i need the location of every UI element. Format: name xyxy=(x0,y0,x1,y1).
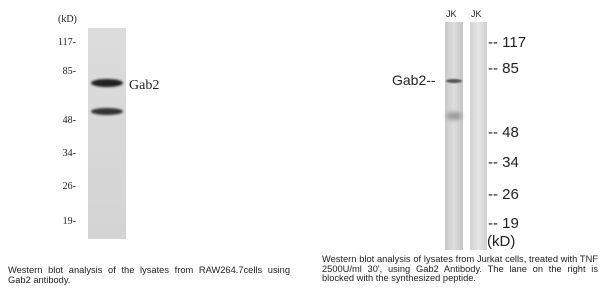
marker-label: -- 19 xyxy=(488,215,519,232)
band xyxy=(91,108,123,115)
band-label: Gab2-- xyxy=(392,72,436,88)
marker-label: 26- xyxy=(52,181,76,192)
marker-label: -- 34 xyxy=(488,154,519,171)
marker-label: 48- xyxy=(52,115,76,126)
marker-label: 19- xyxy=(52,216,76,227)
marker-label: -- 26 xyxy=(488,186,519,203)
marker-label: 34- xyxy=(52,148,76,159)
blot-lane xyxy=(470,22,487,250)
blot-lane xyxy=(88,28,126,239)
caption: Western blot analysis of lysates from Ju… xyxy=(322,255,598,284)
unit-label: (kD) xyxy=(487,233,515,250)
marker-label: -- 117 xyxy=(488,34,526,51)
lane-label: JK xyxy=(471,9,482,19)
page: {"left_panel": {"unit": "(kD)", "markers… xyxy=(0,0,602,298)
marker-label: -- 48 xyxy=(488,124,519,141)
caption: Western blot analysis of the lysates fro… xyxy=(8,266,290,285)
band xyxy=(446,79,462,83)
blot-lane xyxy=(445,22,463,250)
marker-label: -- 85 xyxy=(488,60,519,77)
unit-label: (kD) xyxy=(58,14,77,25)
marker-label: 117- xyxy=(52,37,76,48)
band xyxy=(446,112,462,120)
lane-label: JK xyxy=(446,9,457,19)
marker-label: 85- xyxy=(52,66,76,77)
band xyxy=(91,79,123,87)
band-label: Gab2 xyxy=(129,78,159,94)
